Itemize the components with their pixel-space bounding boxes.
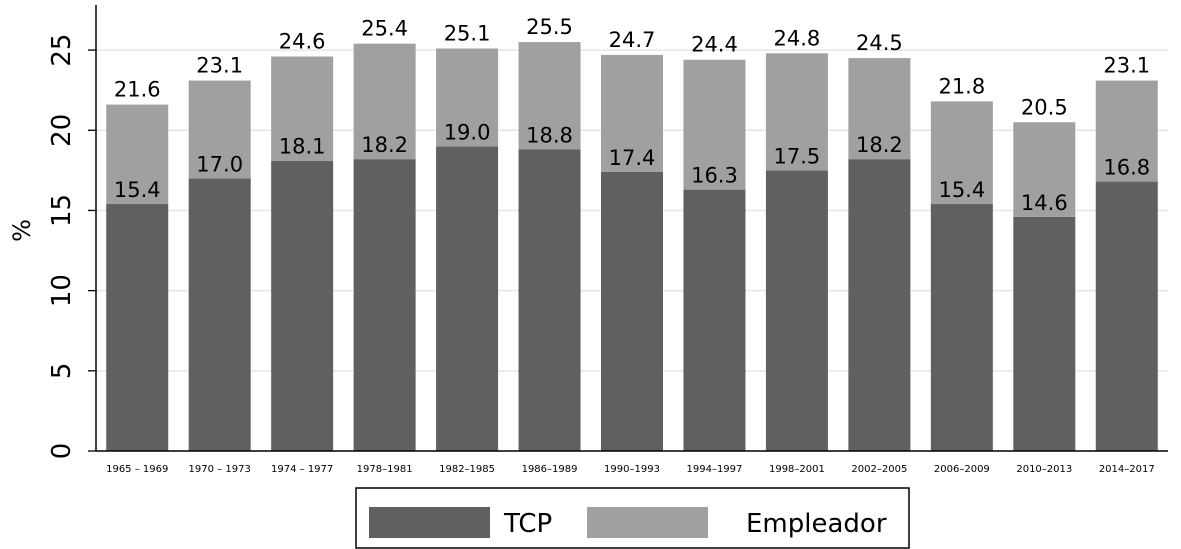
y-tick-label: 15 [47, 194, 77, 227]
bar-tcp [930, 204, 993, 451]
y-axis-label: % [8, 219, 36, 242]
tcp-value-label: 17.5 [774, 144, 821, 168]
tcp-value-label: 15.4 [114, 178, 161, 202]
tcp-value-label: 17.4 [609, 146, 656, 170]
bar-tcp [1095, 181, 1158, 451]
tcp-value-label: 16.3 [691, 164, 738, 188]
bar-tcp [436, 146, 499, 452]
x-tick-label: 1965 – 1969 [106, 464, 168, 475]
x-tick-label: 1978–1981 [357, 464, 413, 475]
total-value-label: 24.4 [691, 33, 738, 57]
tcp-value-label: 16.8 [1103, 156, 1150, 180]
bar-tcp [353, 159, 416, 451]
x-tick-label: 2002–2005 [851, 464, 907, 475]
bar-empleador [930, 101, 993, 205]
x-tick-label: 1986–1989 [522, 464, 578, 475]
total-value-label: 24.7 [609, 28, 656, 52]
total-value-label: 25.5 [526, 15, 573, 39]
x-tick-label: 1970 – 1973 [189, 464, 251, 475]
tcp-value-label: 17.0 [196, 152, 243, 176]
x-tick-label: 2014–2017 [1099, 464, 1155, 475]
total-value-label: 25.4 [361, 17, 408, 41]
bar-empleador [188, 80, 251, 179]
tcp-value-label: 18.2 [856, 133, 903, 157]
tcp-value-label: 18.2 [361, 133, 408, 157]
y-tick-label: 25 [47, 34, 77, 67]
bar-tcp [683, 189, 746, 451]
y-tick-label: 5 [47, 363, 77, 380]
y-tick-label: 0 [47, 443, 77, 460]
bar-tcp [601, 171, 663, 451]
bar-empleador [601, 54, 663, 172]
tcp-value-label: 19.0 [444, 120, 491, 144]
bar-tcp [848, 159, 911, 451]
bar-empleador [1095, 80, 1158, 182]
bar-empleador [271, 56, 334, 161]
legend: TCP Empleador [355, 487, 910, 549]
bar-tcp [518, 149, 581, 451]
total-value-label: 25.1 [444, 21, 491, 45]
y-tick-label: 10 [47, 274, 77, 307]
y-tick-label: 20 [47, 114, 77, 147]
bar-tcp [1013, 216, 1076, 451]
bar-empleador [1013, 122, 1076, 217]
tcp-value-label: 18.1 [279, 135, 326, 159]
bar-tcp [188, 178, 251, 451]
axes [88, 5, 1168, 452]
bar-empleador [765, 53, 828, 171]
tcp-value-label: 14.6 [1021, 191, 1068, 215]
bar-empleador [436, 48, 499, 147]
x-tick-label: 1974 – 1977 [271, 464, 333, 475]
bar-tcp [271, 160, 334, 451]
total-value-label: 24.6 [279, 30, 326, 54]
x-tick-label: 1998–2001 [769, 464, 825, 475]
bar-empleador [518, 42, 581, 150]
x-tick-label: 1982–1985 [439, 464, 495, 475]
tcp-value-label: 18.8 [526, 124, 573, 148]
x-tick-label: 2010–2013 [1016, 464, 1072, 475]
bar-empleador [353, 43, 416, 160]
total-value-label: 23.1 [196, 54, 243, 78]
x-tick-label: 2006–2009 [934, 464, 990, 475]
total-value-label: 21.6 [114, 78, 161, 102]
bar-tcp [106, 204, 169, 451]
total-value-label: 24.8 [774, 26, 821, 50]
x-tick-label: 1994–1997 [687, 464, 743, 475]
legend-swatch-tcp [369, 507, 490, 538]
legend-label-tcp: TCP [503, 509, 552, 539]
total-value-label: 21.8 [938, 74, 985, 98]
total-value-label: 20.5 [1021, 95, 1068, 119]
total-value-label: 24.5 [856, 31, 903, 55]
bar-empleador [848, 58, 911, 160]
x-tick-label: 1990–1993 [604, 464, 660, 475]
y-tick-labels: 0 5 10 15 20 25 [47, 34, 77, 460]
bar-empleador [106, 104, 169, 205]
bar-value-labels: 15.4 21.6 17.0 23.1 18.1 24.6 18.2 25.4 19.0 25.1… [114, 15, 1150, 215]
bars [106, 42, 1158, 452]
total-value-label: 23.1 [1103, 54, 1150, 78]
bar-empleador [683, 59, 746, 190]
x-tick-labels: 1965 – 1969 1970 – 1973 1974 – 1977 1978–19… [106, 464, 1155, 475]
legend-label-empleador: Empleador [746, 509, 887, 539]
legend-swatch-empleador [587, 507, 708, 538]
bar-tcp [765, 170, 828, 451]
tcp-value-label: 15.4 [938, 178, 985, 202]
